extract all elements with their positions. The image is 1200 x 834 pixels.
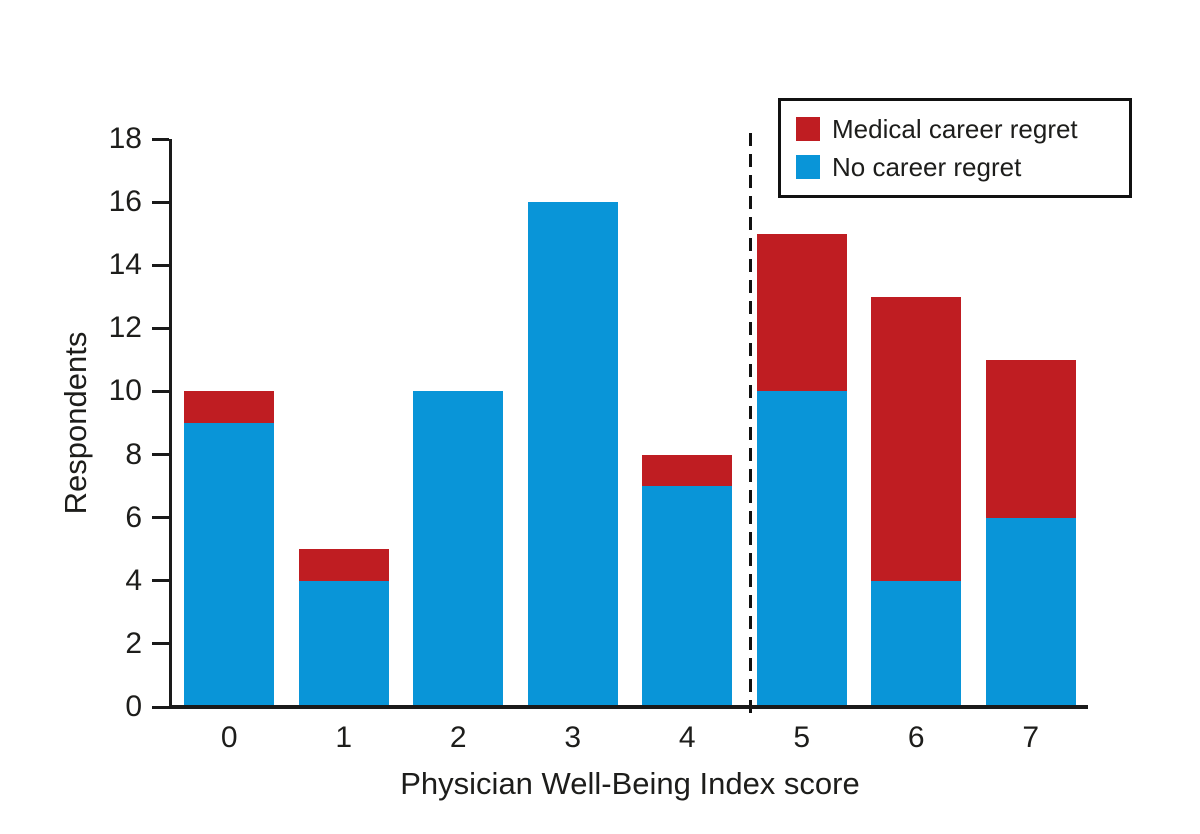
legend-item-no-career-regret: No career regret	[796, 151, 1129, 182]
bar-score-7	[985, 359, 1076, 707]
bar-segment-medical-career-regret-score-7	[985, 359, 1076, 518]
x-axis-line	[169, 705, 1088, 709]
y-tick-mark-4	[152, 579, 169, 583]
x-tick-label-1: 1	[335, 721, 353, 754]
x-axis-title: Physician Well-Being Index score	[400, 766, 860, 801]
bar-segment-medical-career-regret-score-5	[756, 233, 847, 392]
y-tick-label-16: 16	[108, 185, 142, 219]
threshold-dashed-line	[749, 133, 752, 713]
y-tick-mark-10	[152, 389, 169, 393]
y-tick-mark-8	[152, 453, 169, 457]
bar-segment-medical-career-regret-score-0	[184, 391, 275, 423]
y-tick-mark-18	[152, 137, 169, 141]
legend-swatch	[796, 154, 820, 179]
bar-score-5	[756, 233, 847, 707]
y-tick-label-12: 12	[108, 311, 142, 345]
y-tick-mark-16	[152, 200, 169, 204]
bar-segment-no-career-regret-score-4	[642, 486, 733, 707]
y-tick-label-10: 10	[108, 374, 142, 408]
bar-score-3	[527, 202, 618, 707]
y-tick-mark-14	[152, 263, 169, 267]
x-tick-label-2: 2	[449, 721, 467, 754]
bar-score-0	[184, 391, 275, 707]
bar-segment-no-career-regret-score-6	[871, 580, 962, 707]
y-tick-mark-0	[152, 705, 169, 709]
y-tick-label-14: 14	[108, 248, 142, 282]
x-tick-label-3: 3	[564, 721, 582, 754]
y-tick-mark-12	[152, 326, 169, 330]
bar-score-4	[642, 454, 733, 707]
bar-score-1	[298, 549, 389, 707]
y-tick-mark-2	[152, 642, 169, 646]
bar-segment-medical-career-regret-score-6	[871, 296, 962, 581]
y-axis-line	[169, 139, 172, 707]
x-tick-label-7: 7	[1022, 721, 1040, 754]
y-tick-label-2: 2	[125, 626, 142, 660]
bar-score-2	[413, 391, 504, 707]
legend-label: Medical career regret	[832, 113, 1078, 144]
bar-segment-no-career-regret-score-2	[413, 391, 504, 707]
bar-segment-no-career-regret-score-3	[527, 202, 618, 707]
legend: Medical career regret No career regret	[778, 98, 1132, 198]
bar-segment-no-career-regret-score-7	[985, 517, 1076, 707]
y-tick-label-4: 4	[125, 563, 142, 597]
bar-segment-medical-career-regret-score-4	[642, 454, 733, 487]
y-tick-label-8: 8	[125, 437, 142, 471]
y-tick-label-0: 0	[125, 690, 142, 723]
y-tick-label-6: 6	[125, 500, 142, 534]
y-axis-title: Respondents	[58, 331, 93, 515]
y-tick-mark-6	[152, 516, 169, 520]
bar-score-6	[871, 296, 962, 707]
bar-segment-medical-career-regret-score-1	[298, 549, 389, 581]
x-tick-label-5: 5	[793, 721, 811, 754]
bar-segment-no-career-regret-score-0	[184, 423, 275, 707]
x-tick-label-0: 0	[220, 721, 238, 754]
legend-label: No career regret	[832, 151, 1022, 182]
y-tick-label-18: 18	[108, 122, 142, 155]
bar-segment-no-career-regret-score-5	[756, 391, 847, 707]
legend-swatch	[796, 117, 820, 142]
legend-item-medical-career-regret: Medical career regret	[796, 115, 1129, 144]
x-tick-label-6: 6	[907, 721, 925, 754]
bar-segment-no-career-regret-score-1	[298, 580, 389, 707]
x-tick-label-4: 4	[678, 721, 696, 754]
